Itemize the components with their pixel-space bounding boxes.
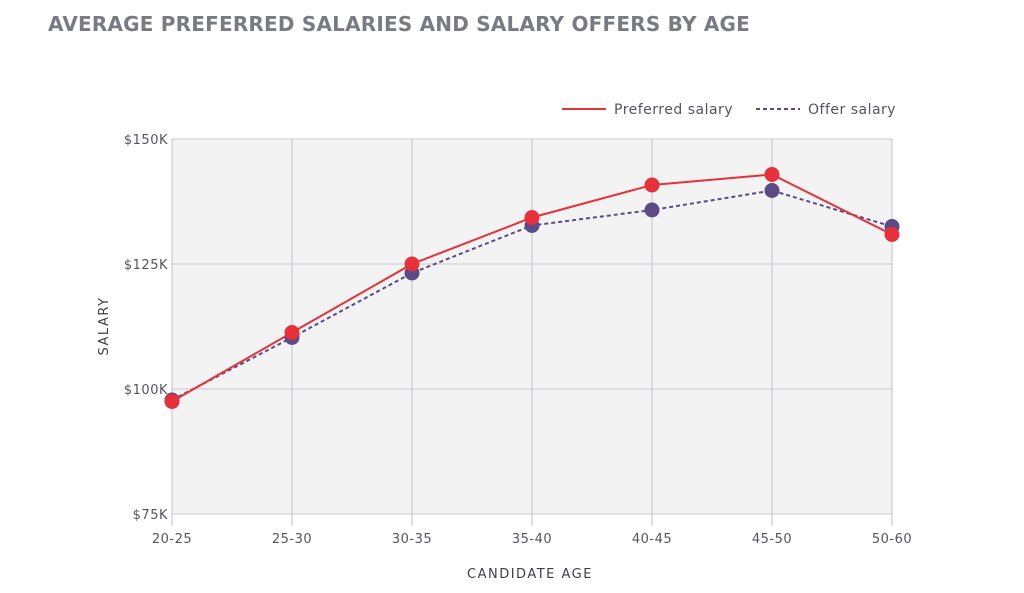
data-point-offer-salary-40-45 (644, 202, 660, 218)
legend: Preferred salary Offer salary (562, 102, 896, 118)
x-tick-label-50-60: 50-60 (872, 532, 912, 547)
y-axis-ticks: $75K $100K $125K $150K (124, 133, 168, 523)
x-tick-label-25-30: 25-30 (272, 532, 312, 547)
y-tick-label-125k: $125K (124, 258, 168, 273)
x-tick-label-45-50: 45-50 (752, 532, 792, 547)
x-tick-label-20-25: 20-25 (152, 532, 192, 547)
legend-item-offer-salary: Offer salary (756, 102, 896, 118)
y-axis-title: SALARY (97, 297, 112, 356)
y-tick-label-75k: $75K (133, 508, 168, 523)
x-axis-title: CANDIDATE AGE (467, 567, 593, 582)
data-point-preferred-salary-45-50 (764, 167, 780, 182)
legend-label-preferred-salary: Preferred salary (614, 102, 733, 118)
x-axis-ticks: 20-25 25-30 30-35 35-40 40-45 45-50 50-60 (152, 532, 912, 547)
data-point-preferred-salary-25-30 (284, 325, 300, 340)
legend-label-offer-salary: Offer salary (808, 102, 896, 118)
legend-item-preferred-salary: Preferred salary (562, 102, 733, 118)
x-tick-label-35-40: 35-40 (512, 532, 552, 547)
data-point-offer-salary-45-50 (764, 183, 780, 198)
data-point-preferred-salary-30-35 (404, 256, 420, 272)
grid-lines (171, 138, 893, 526)
x-tick-label-40-45: 40-45 (632, 532, 672, 547)
data-point-preferred-salary-35-40 (524, 210, 540, 225)
data-point-preferred-salary-50-60 (884, 227, 900, 242)
chart-title: AVERAGE PREFERRED SALARIES AND SALARY OF… (48, 12, 750, 36)
data-point-preferred-salary-40-45 (644, 177, 660, 193)
data-point-preferred-salary-20-25 (164, 394, 180, 409)
series-points (164, 167, 900, 409)
y-tick-label-100k: $100K (124, 383, 168, 398)
y-tick-label-150k: $150K (124, 133, 168, 148)
x-tick-label-30-35: 30-35 (392, 532, 432, 547)
